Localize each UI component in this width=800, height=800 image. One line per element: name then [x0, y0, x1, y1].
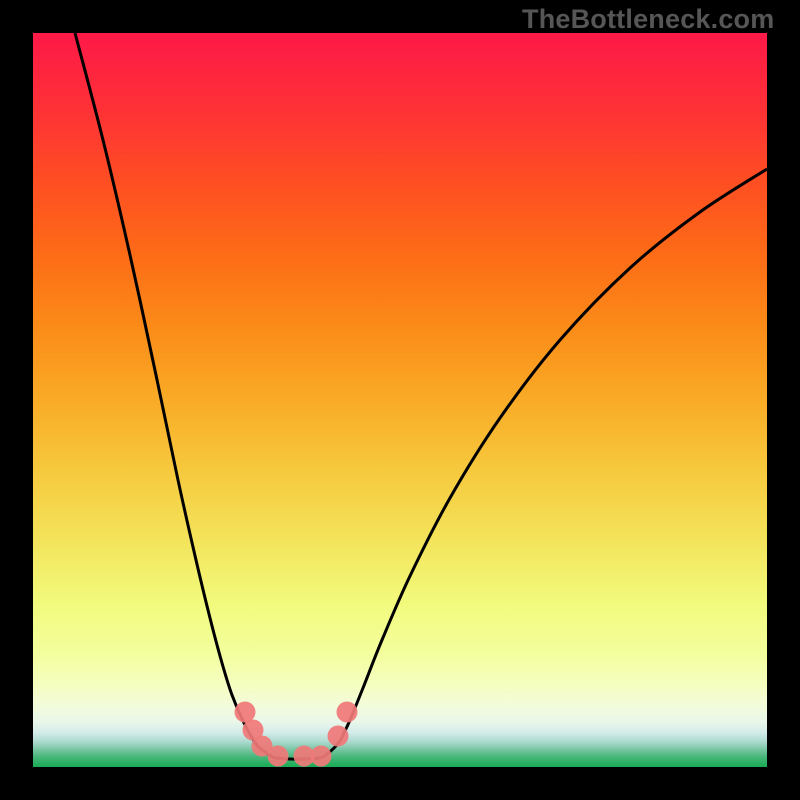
watermark-text: TheBottleneck.com: [522, 4, 774, 35]
curve-marker: [337, 702, 358, 723]
curve-marker: [268, 746, 289, 767]
curve-marker: [328, 726, 349, 747]
plot-background-gradient: [33, 33, 767, 767]
bottleneck-curve-chart: [0, 0, 800, 800]
curve-marker: [235, 702, 256, 723]
curve-marker: [311, 746, 332, 767]
